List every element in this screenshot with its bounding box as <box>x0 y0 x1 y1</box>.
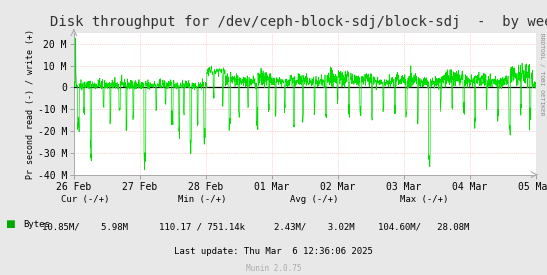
Text: ■: ■ <box>5 219 15 229</box>
Text: Bytes: Bytes <box>23 220 50 229</box>
Text: Avg (-/+): Avg (-/+) <box>290 195 339 204</box>
Title: Disk throughput for /dev/ceph-block-sdj/block-sdj  -  by week: Disk throughput for /dev/ceph-block-sdj/… <box>50 15 547 29</box>
Text: 104.60M/   28.08M: 104.60M/ 28.08M <box>378 222 470 231</box>
Text: Min (-/+): Min (-/+) <box>178 195 226 204</box>
Text: 2.43M/    3.02M: 2.43M/ 3.02M <box>274 222 355 231</box>
Text: RRDTOOL / TOBI OETIKER: RRDTOOL / TOBI OETIKER <box>539 33 544 116</box>
Text: Max (-/+): Max (-/+) <box>400 195 448 204</box>
Text: Cur (-/+): Cur (-/+) <box>61 195 109 204</box>
Text: Munin 2.0.75: Munin 2.0.75 <box>246 264 301 273</box>
Text: 110.17 / 751.14k: 110.17 / 751.14k <box>159 222 246 231</box>
Text: Last update: Thu Mar  6 12:36:06 2025: Last update: Thu Mar 6 12:36:06 2025 <box>174 247 373 256</box>
Y-axis label: Pr second read (-) / write (+): Pr second read (-) / write (+) <box>26 29 35 179</box>
Text: 10.85M/    5.98M: 10.85M/ 5.98M <box>42 222 128 231</box>
